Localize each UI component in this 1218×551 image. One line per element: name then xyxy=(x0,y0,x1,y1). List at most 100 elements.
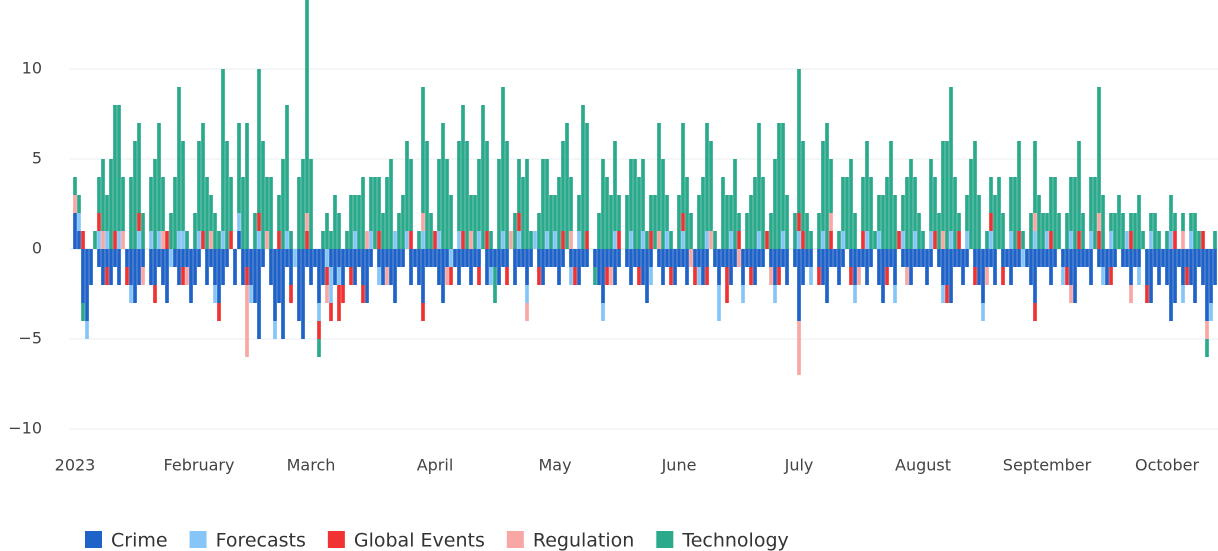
bar-segment xyxy=(821,231,825,249)
bar-segment xyxy=(817,213,821,249)
bar-segment xyxy=(265,231,269,249)
bar-segment xyxy=(509,231,513,249)
bar-segment xyxy=(1137,267,1141,285)
bar-segment xyxy=(965,231,969,249)
bar-segment xyxy=(545,249,549,267)
bar-segment xyxy=(773,285,777,303)
bar-segment xyxy=(853,213,857,249)
bar-segment xyxy=(985,249,989,267)
y-tick-label: 5 xyxy=(32,149,42,168)
bar-segment xyxy=(421,213,425,231)
bar-segment xyxy=(1009,177,1013,231)
bar-segment xyxy=(401,249,405,267)
bar-segment xyxy=(233,249,237,285)
bar-segment xyxy=(433,231,437,249)
bar-segment xyxy=(573,249,577,267)
bar-segment xyxy=(377,249,381,267)
bar-segment xyxy=(861,177,865,231)
bar-segment xyxy=(1045,249,1049,267)
bar-segment xyxy=(785,195,789,249)
bar-segment xyxy=(285,249,289,267)
bar-segment xyxy=(1049,231,1053,249)
bar-segment xyxy=(709,231,713,249)
bar-segment xyxy=(1077,141,1081,231)
bar-segment xyxy=(797,231,801,249)
bar-segment xyxy=(557,249,561,285)
bar-segment xyxy=(173,177,177,249)
bar-segment xyxy=(501,249,505,267)
bar-segment xyxy=(1065,267,1069,285)
bar-segment xyxy=(541,249,545,285)
bar-segment xyxy=(745,213,749,249)
bar-segment xyxy=(449,267,453,285)
bar-segment xyxy=(193,249,197,285)
bar-segment xyxy=(517,231,521,249)
bar-segment xyxy=(933,177,937,231)
bar-segment xyxy=(489,231,493,249)
bar-segment xyxy=(413,249,417,267)
bar-segment xyxy=(225,141,229,249)
bar-segment xyxy=(889,141,893,249)
bar-segment xyxy=(369,177,373,231)
bar-segment xyxy=(1041,249,1045,267)
bar-segment xyxy=(937,213,941,249)
bar-segment xyxy=(681,249,685,267)
bar-segment xyxy=(737,213,741,231)
bar-segment xyxy=(77,213,81,231)
bar-segment xyxy=(253,213,257,249)
bar-segment xyxy=(777,123,781,249)
bar-segment xyxy=(421,87,425,213)
bar-segment xyxy=(849,249,853,267)
bar-segment xyxy=(1001,249,1005,267)
bar-segment xyxy=(425,141,429,249)
bar-segment xyxy=(689,249,693,267)
bar-segment xyxy=(773,159,777,249)
bar-segment xyxy=(373,177,377,249)
bar-segment xyxy=(1101,195,1105,249)
bar-segment xyxy=(197,249,201,267)
bar-segment xyxy=(457,141,461,231)
bar-segment xyxy=(1193,213,1197,249)
bar-segment xyxy=(285,105,289,231)
bar-segment xyxy=(977,249,981,285)
bar-segment xyxy=(1061,249,1065,267)
bar-segment xyxy=(305,231,309,249)
bar-segment xyxy=(721,177,725,249)
bar-segment xyxy=(329,249,333,267)
bar-segment xyxy=(253,249,257,303)
bar-segment xyxy=(1109,267,1113,285)
bar-segment xyxy=(277,249,281,303)
bar-segment xyxy=(273,249,277,321)
bar-segment xyxy=(461,105,465,231)
bar-segment xyxy=(229,231,233,249)
bar-segment xyxy=(1133,249,1137,267)
bar-segment xyxy=(893,195,897,249)
bar-segment xyxy=(1153,213,1157,249)
bar-segment xyxy=(917,213,921,249)
bar-segment xyxy=(1213,231,1217,249)
bar-segment xyxy=(769,249,773,267)
bar-segment xyxy=(917,249,921,267)
legend-swatch xyxy=(506,531,524,548)
bar-segment xyxy=(341,249,345,285)
bar-segment xyxy=(333,249,337,285)
bar-segment xyxy=(385,177,389,249)
bar-segment xyxy=(1165,231,1169,249)
bar-segment xyxy=(345,249,349,267)
bar-segment xyxy=(797,69,801,213)
bar-segment xyxy=(73,213,77,249)
bar-segment xyxy=(845,177,849,249)
legend-label: Technology xyxy=(681,530,788,551)
bar-segment xyxy=(1013,249,1017,267)
legend-label: Global Events xyxy=(354,530,485,551)
bar-segment xyxy=(545,159,549,231)
bar-segment xyxy=(781,231,785,249)
legend-label: Regulation xyxy=(533,530,634,551)
bar-segment xyxy=(921,231,925,249)
bar-segment xyxy=(881,195,885,249)
bar-segment xyxy=(437,249,441,285)
bar-segment xyxy=(601,249,605,303)
x-tick-label: August xyxy=(895,456,951,475)
bar-segment xyxy=(617,249,621,267)
bar-segment xyxy=(1081,213,1085,249)
